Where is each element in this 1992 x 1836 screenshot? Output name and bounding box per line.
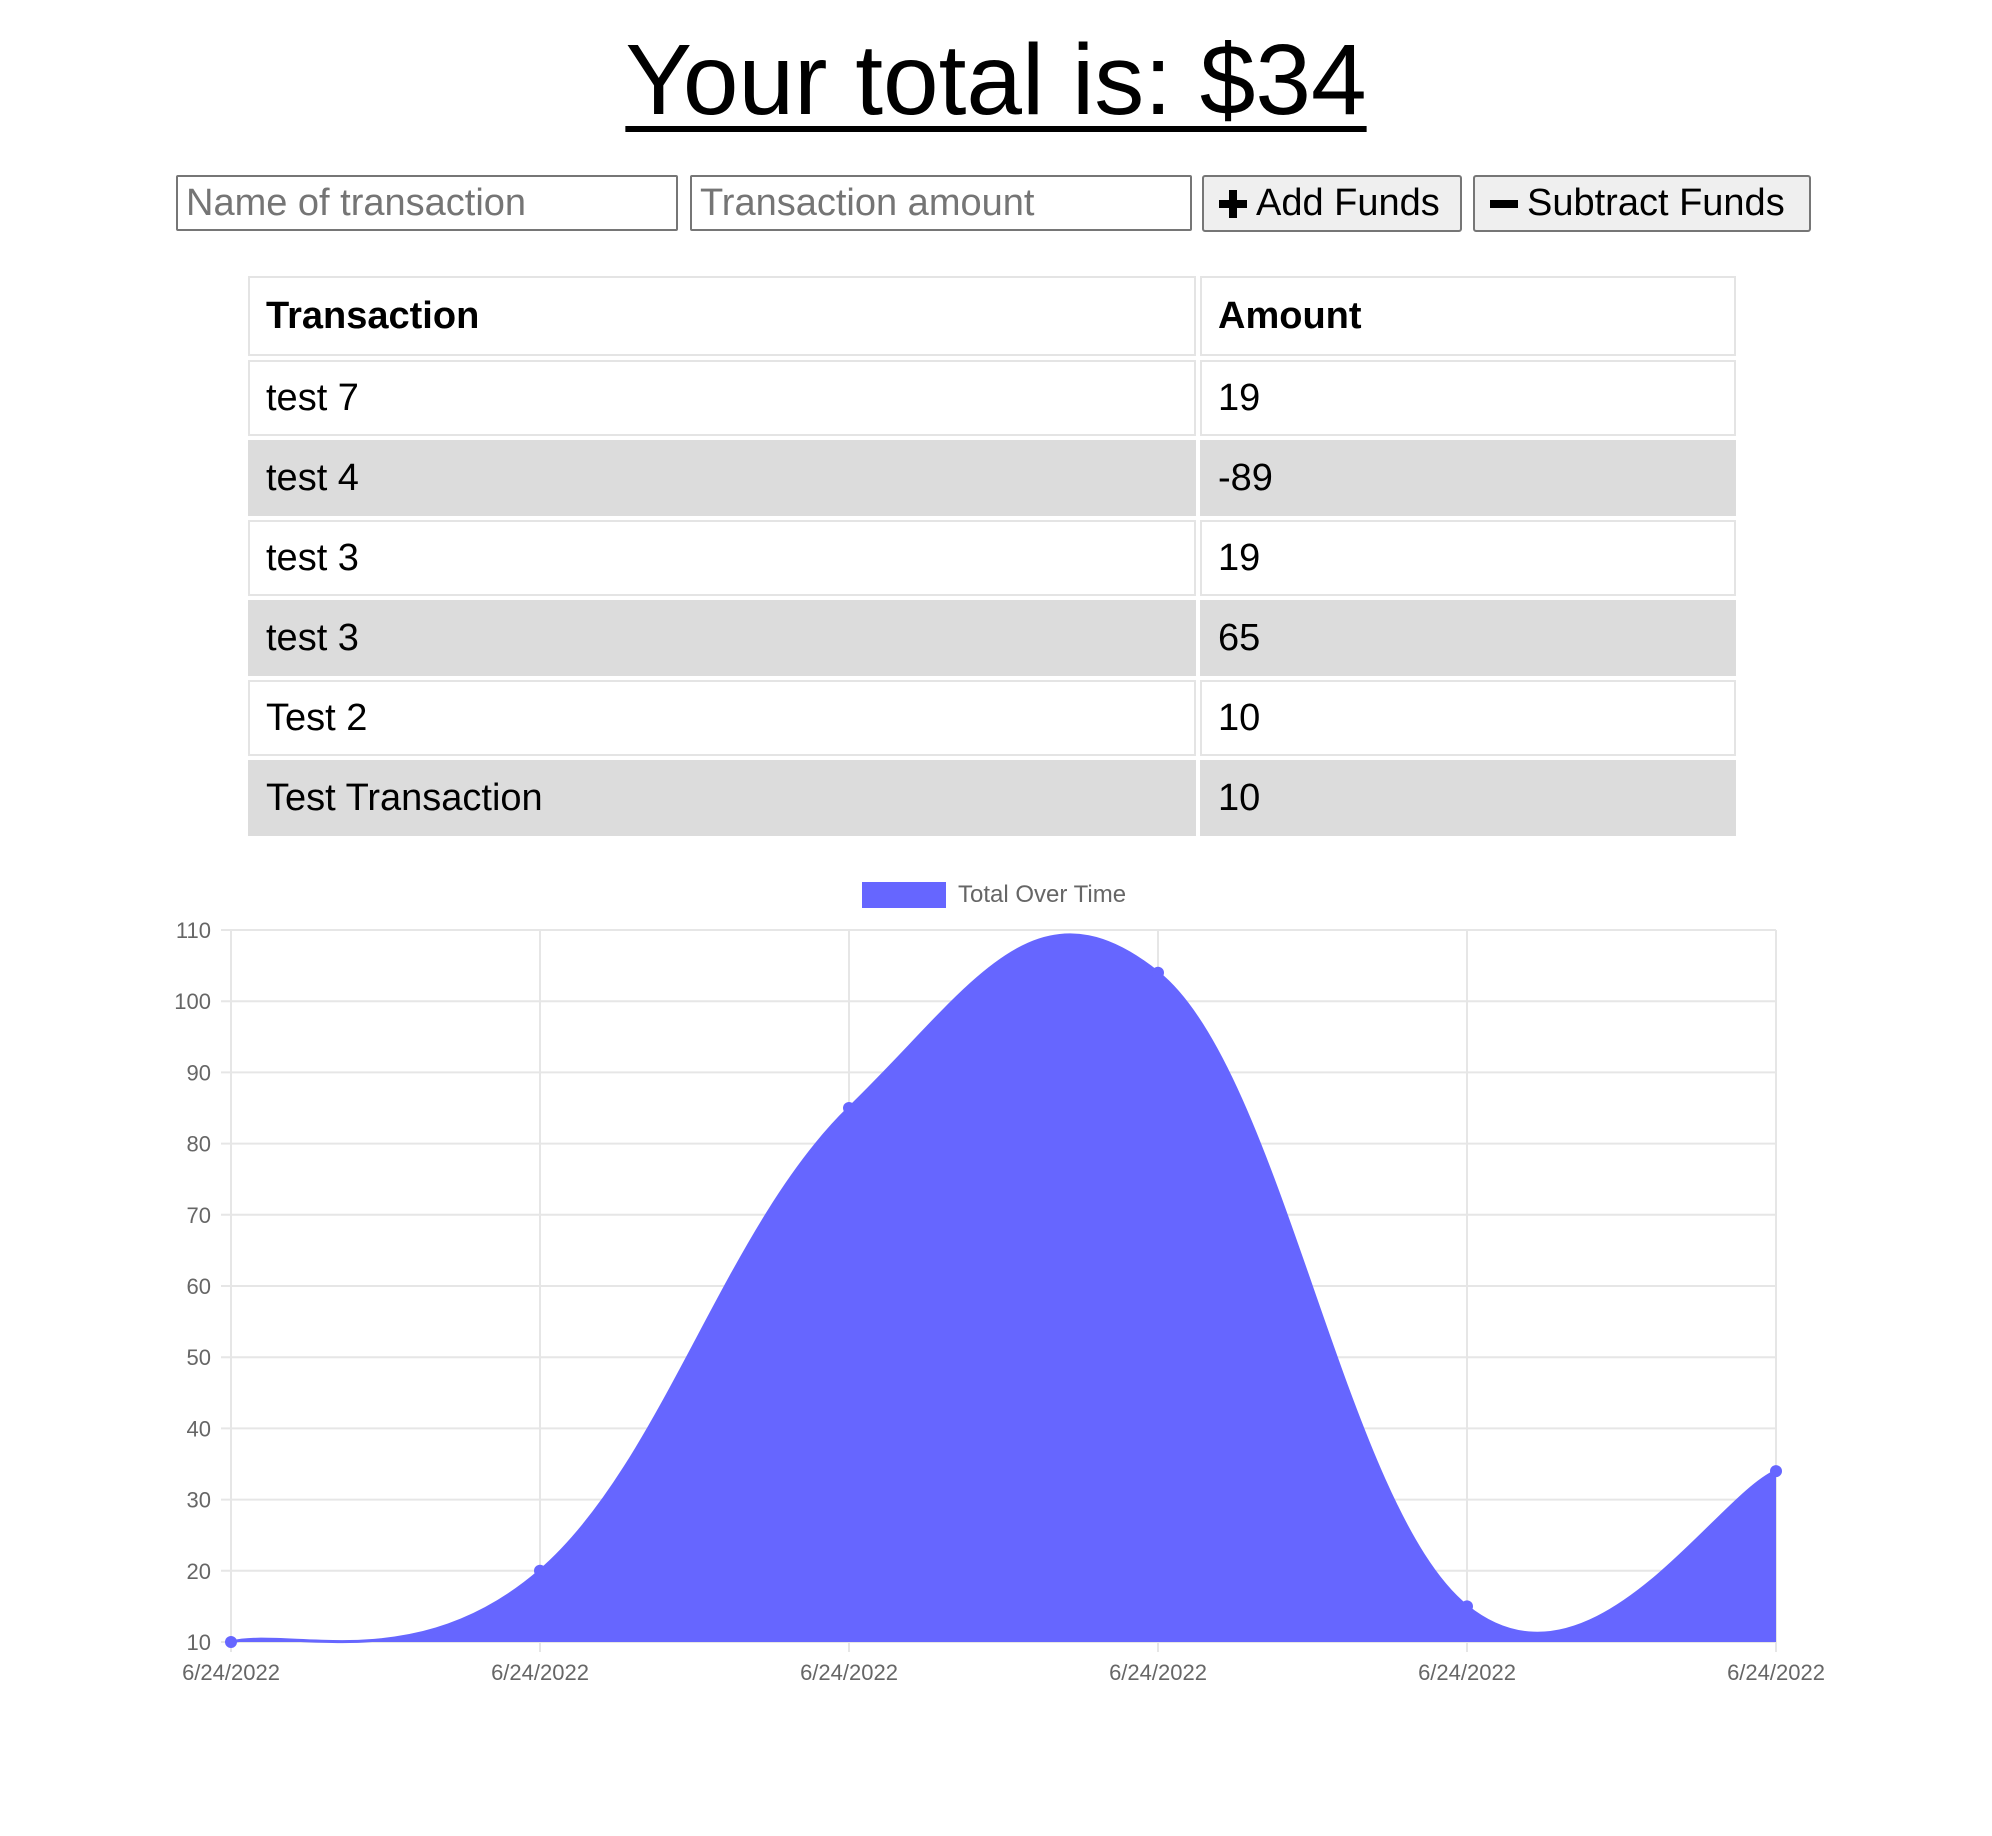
add-funds-button[interactable]: Add Funds [1202,175,1462,232]
subtract-funds-label: Subtract Funds [1527,182,1785,224]
y-tick-label: 80 [187,1132,211,1157]
table-row: test 4 -89 [248,440,1736,516]
data-point [534,1564,546,1577]
legend-label: Total Over Time [958,881,1126,908]
y-tick-label: 10 [187,1630,211,1655]
y-tick-label: 100 [174,989,211,1014]
transactions-table: Transaction Amount test 7 19 test 4 -89 … [244,272,1740,840]
y-tick-label: 110 [176,918,211,943]
column-header-transaction: Transaction [248,276,1196,356]
y-tick-label: 90 [187,1060,211,1085]
transaction-amount-cell: 10 [1200,680,1736,756]
x-tick-label: 6/24/2022 [491,1660,589,1685]
x-tick-label: 6/24/2022 [1727,1660,1825,1685]
data-point [1152,966,1164,979]
transaction-name-input[interactable] [176,175,678,231]
x-tick-label: 6/24/2022 [182,1660,280,1685]
series-area [231,934,1776,1642]
transaction-amount-cell: 65 [1200,600,1736,676]
data-point [1770,1465,1782,1478]
y-tick-label: 30 [187,1488,211,1513]
transaction-name-cell: Test Transaction [248,760,1196,836]
transaction-amount-cell: 10 [1200,760,1736,836]
x-tick-label: 6/24/2022 [1418,1660,1516,1685]
y-tick-label: 60 [187,1274,211,1299]
transaction-name-cell: test 3 [248,520,1196,596]
transaction-name-cell: test 3 [248,600,1196,676]
data-point [843,1102,855,1114]
total-heading: Your total is: $34 [625,24,1367,136]
y-tick-label: 70 [187,1203,211,1228]
table-row: Test Transaction 10 [248,760,1736,836]
minus-icon [1489,189,1519,219]
y-tick-label: 20 [187,1559,211,1584]
transaction-name-cell: Test 2 [248,680,1196,756]
table-header-row: Transaction Amount [248,276,1736,356]
add-funds-label: Add Funds [1256,182,1440,224]
column-header-amount: Amount [1200,276,1736,356]
y-tick-label: 40 [187,1416,211,1441]
transaction-name-cell: test 7 [248,360,1196,436]
data-point [225,1636,237,1648]
transaction-amount-cell: 19 [1200,360,1736,436]
total-over-time-chart: 10 20 30 40 50 60 70 80 90 100 110 6/24/2022 6/24/20… [174,881,1825,1685]
x-tick-label: 6/24/2022 [800,1660,898,1685]
table-row: test 3 19 [248,520,1736,596]
table-row: Test 2 10 [248,680,1736,756]
transaction-name-cell: test 4 [248,440,1196,516]
table-row: test 7 19 [248,360,1736,436]
plus-icon [1218,189,1248,219]
transaction-amount-input[interactable] [690,175,1192,231]
table-row: test 3 65 [248,600,1736,676]
subtract-funds-button[interactable]: Subtract Funds [1473,175,1811,232]
y-tick-label: 50 [187,1345,211,1370]
x-tick-label: 6/24/2022 [1109,1660,1207,1685]
transaction-amount-cell: 19 [1200,520,1736,596]
transaction-amount-cell: -89 [1200,440,1736,516]
legend-swatch [862,882,946,908]
data-point [1461,1600,1473,1613]
